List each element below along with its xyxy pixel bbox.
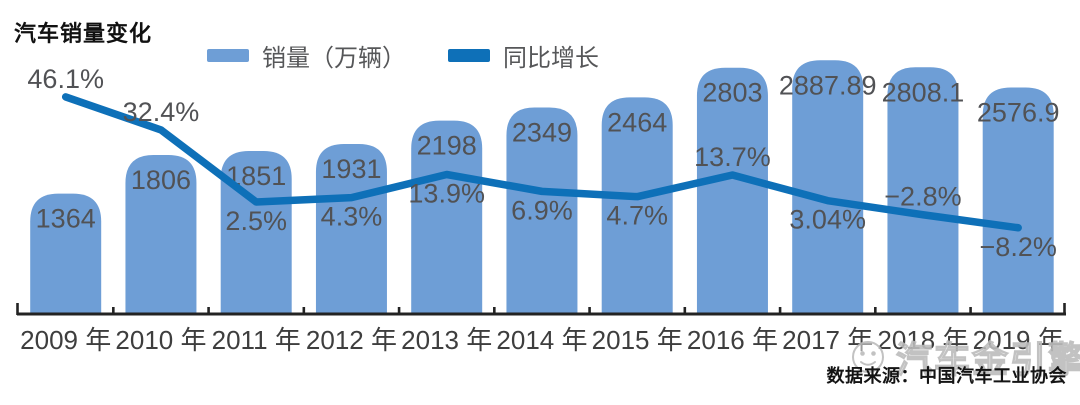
watermark-logo-eye bbox=[871, 351, 876, 356]
x-axis-label: 2010 年 bbox=[115, 325, 206, 355]
growth-point-label: −2.8% bbox=[884, 182, 961, 212]
growth-point-label: 4.7% bbox=[606, 201, 668, 231]
bar-value-label: 1364 bbox=[36, 204, 96, 234]
growth-point-label: 13.9% bbox=[408, 179, 485, 209]
legend-item-sales: 销量（万辆） bbox=[207, 41, 406, 72]
legend-label-growth: 同比增长 bbox=[503, 44, 599, 72]
sales-bar bbox=[30, 193, 102, 313]
sales-bar bbox=[315, 144, 387, 313]
sales-bar bbox=[506, 107, 578, 314]
growth-point-label: 3.04% bbox=[789, 205, 866, 235]
bar-value-label: 1806 bbox=[131, 165, 191, 195]
growth-point-label: 6.9% bbox=[511, 195, 573, 225]
sales-bar bbox=[411, 120, 483, 313]
x-axis-label: 2015 年 bbox=[592, 325, 683, 355]
watermark: 汽车金引擎 bbox=[852, 338, 1080, 381]
watermark-logo-mouth bbox=[860, 361, 876, 366]
x-axis-label: 2018 年 bbox=[877, 325, 968, 355]
x-axis-label: 2012 年 bbox=[306, 325, 397, 355]
sales-bar bbox=[125, 154, 197, 313]
growth-point-label: 13.7% bbox=[694, 142, 771, 172]
growth-point-label: 2.5% bbox=[225, 206, 287, 236]
sales-bar bbox=[601, 97, 673, 314]
bar-value-label: 2464 bbox=[607, 107, 667, 137]
bar-value-label: 2887.89 bbox=[779, 70, 877, 100]
sales-bar bbox=[792, 60, 864, 313]
x-axis-label: 2019 年 bbox=[973, 325, 1064, 355]
bar-value-label: 2803 bbox=[702, 78, 762, 108]
x-axis-label: 2017 年 bbox=[782, 325, 873, 355]
growth-point-label: −8.2% bbox=[980, 232, 1057, 262]
watermark-logo-icon bbox=[852, 341, 884, 373]
bar-legend-swatch bbox=[207, 48, 249, 62]
watermark-logo-eye bbox=[860, 351, 865, 356]
bar-value-label: 2808.1 bbox=[882, 77, 965, 107]
growth-point-label: 4.3% bbox=[321, 202, 383, 232]
growth-point-label: 32.4% bbox=[123, 97, 200, 127]
bar-value-label: 2576.9 bbox=[977, 98, 1060, 128]
line-legend-swatch bbox=[448, 48, 490, 62]
legend: 销量（万辆） 同比增长 bbox=[0, 41, 1080, 72]
watermark-text: 汽车金引擎 bbox=[896, 339, 1080, 380]
legend-item-growth: 同比增长 bbox=[448, 41, 599, 72]
chart-title: 汽车销量变化 bbox=[14, 21, 153, 46]
sales-bar bbox=[982, 87, 1054, 314]
legend-label-sales: 销量（万辆） bbox=[262, 44, 406, 72]
bar-value-label: 1931 bbox=[321, 154, 381, 184]
growth-line bbox=[61, 93, 1022, 232]
bar-value-label: 2349 bbox=[512, 117, 572, 147]
data-source: 数据来源：中国汽车工业协会 bbox=[826, 366, 1067, 386]
sales-bar bbox=[696, 67, 768, 313]
sales-bar bbox=[887, 67, 959, 313]
growth-point-label: 46.1% bbox=[27, 64, 104, 94]
x-axis-label: 2014 年 bbox=[496, 325, 587, 355]
x-axis-label: 2009 年 bbox=[20, 325, 111, 355]
x-axis-label: 2016 年 bbox=[687, 325, 778, 355]
x-axis-label: 2011 年 bbox=[212, 325, 301, 355]
x-axis-label: 2013 年 bbox=[401, 325, 492, 355]
bar-value-label: 2198 bbox=[417, 131, 477, 161]
